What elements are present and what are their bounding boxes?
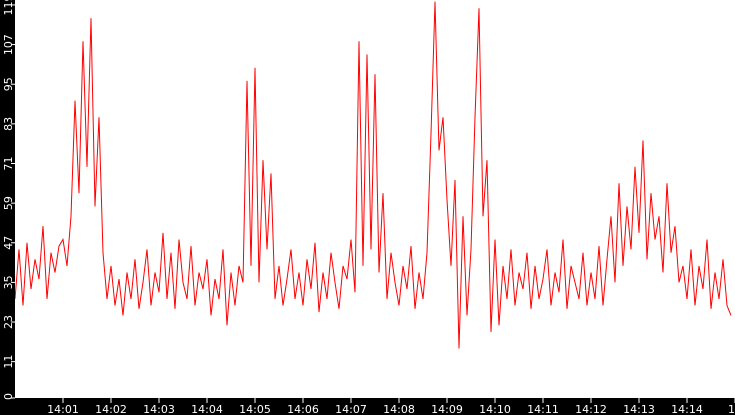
x-tick-label: 14:04 [191,403,223,415]
y-tick-label: 119 [2,0,15,15]
x-tick-label: 14:06 [287,403,319,415]
y-axis-bar [0,0,15,415]
series-line [14,1,732,349]
y-tick-label: 107 [2,34,15,55]
x-tick-label: 14:08 [383,403,415,415]
x-tick-label: 14:01 [47,403,79,415]
y-tick-label: 35 [2,275,15,289]
y-tick-label: 23 [2,315,15,329]
x-tick-label: 14:07 [335,403,367,415]
x-tick-label: 14:14 [671,403,703,415]
y-tick-label: 95 [2,77,15,91]
x-tick-label: 14:03 [143,403,175,415]
y-tick-label: 47 [2,236,15,250]
x-tick-label: 14:10 [479,403,511,415]
x-tick-label: 14:11 [527,403,559,415]
x-tick-label: 14:13 [623,403,655,415]
x-tick-label: 14 [728,403,735,415]
x-tick-label: 14:09 [431,403,463,415]
x-axis-bar [0,398,735,415]
y-tick-label: 83 [2,117,15,131]
y-tick-label: 59 [2,196,15,210]
y-tick-label: 11 [2,355,15,369]
x-tick-label: 14:05 [239,403,271,415]
y-tick-label: 71 [2,156,15,170]
y-tick-label: 0 [2,393,15,400]
x-tick-label: 14:12 [575,403,607,415]
x-tick-label: 14:02 [95,403,127,415]
